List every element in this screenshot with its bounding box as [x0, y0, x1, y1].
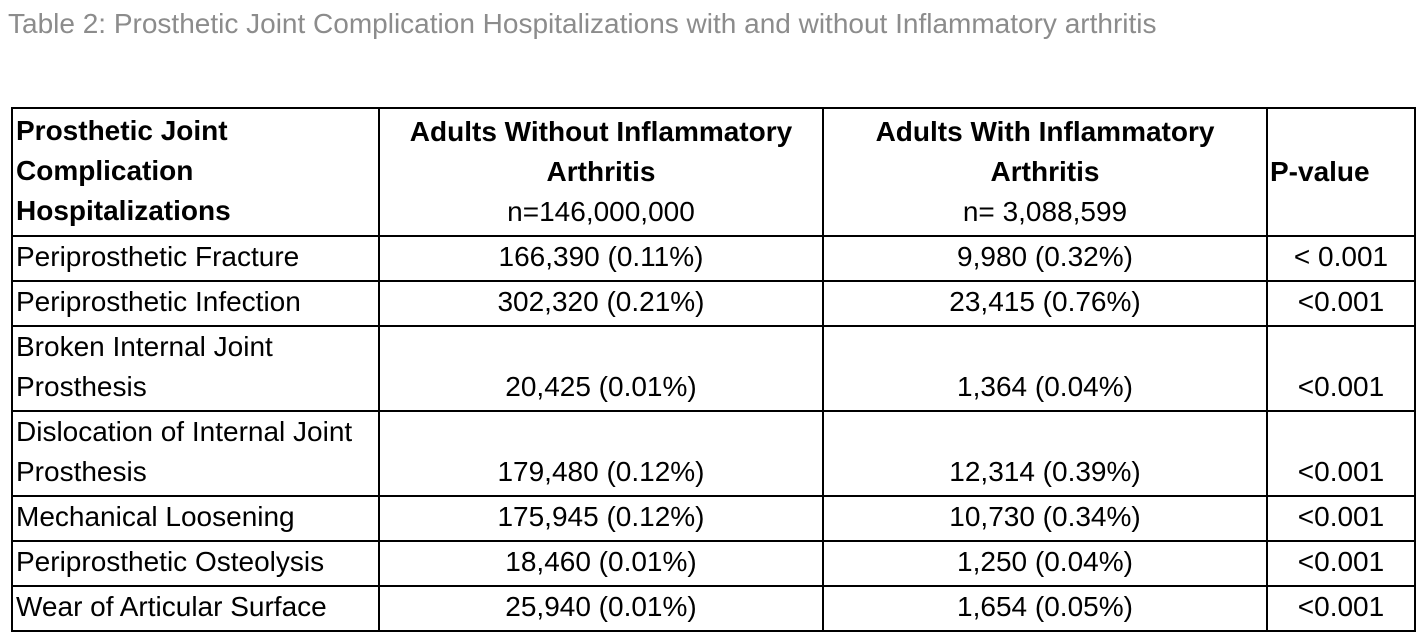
value-without-arthritis: 18,460 (0.01%)	[378, 540, 824, 587]
table-row: Periprosthetic Fracture 166,390 (0.11%) …	[11, 235, 1416, 282]
table-caption: Table 2: Prosthetic Joint Complication H…	[8, 8, 1157, 39]
p-value: <0.001	[1266, 495, 1416, 542]
header-with-arthritis-n: n= 3,088,599	[962, 196, 1128, 227]
p-value: <0.001	[1266, 325, 1416, 412]
value-with-arthritis: 1,250 (0.04%)	[822, 540, 1268, 587]
value-with-arthritis: 9,980 (0.32%)	[822, 235, 1268, 282]
p-value: <0.001	[1266, 280, 1416, 327]
row-label: Mechanical Loosening	[11, 495, 380, 542]
value-without-arthritis: 302,320 (0.21%)	[378, 280, 824, 327]
value-with-arthritis: 1,654 (0.05%)	[822, 585, 1268, 632]
table-row: Wear of Articular Surface 25,940 (0.01%)…	[11, 585, 1416, 632]
table-row: Broken Internal Joint Prosthesis 20,425 …	[11, 325, 1416, 412]
value-without-arthritis: 179,480 (0.12%)	[378, 410, 824, 497]
row-label: Wear of Articular Surface	[11, 585, 380, 632]
p-value: <0.001	[1266, 585, 1416, 632]
value-without-arthritis: 20,425 (0.01%)	[378, 325, 824, 412]
row-label: Periprosthetic Osteolysis	[11, 540, 380, 587]
row-label: Dislocation of Internal Joint Prosthesis	[11, 410, 380, 497]
table-row: Periprosthetic Infection 302,320 (0.21%)…	[11, 280, 1416, 327]
value-without-arthritis: 25,940 (0.01%)	[378, 585, 824, 632]
value-with-arthritis: 1,364 (0.04%)	[822, 325, 1268, 412]
row-label: Periprosthetic Fracture	[11, 235, 380, 282]
table-row: Periprosthetic Osteolysis 18,460 (0.01%)…	[11, 540, 1416, 587]
value-with-arthritis: 12,314 (0.39%)	[822, 410, 1268, 497]
p-value: <0.001	[1266, 410, 1416, 497]
table-header-row: Prosthetic Joint Complication Hospitaliz…	[11, 107, 1416, 237]
value-with-arthritis: 23,415 (0.76%)	[822, 280, 1268, 327]
header-without-arthritis-title: Adults Without Inflammatory Arthritis	[409, 116, 793, 187]
row-label: Broken Internal Joint Prosthesis	[11, 325, 380, 412]
value-without-arthritis: 166,390 (0.11%)	[378, 235, 824, 282]
p-value: <0.001	[1266, 540, 1416, 587]
value-without-arthritis: 175,945 (0.12%)	[378, 495, 824, 542]
p-value: < 0.001	[1266, 235, 1416, 282]
header-without-arthritis-column: Adults Without Inflammatory Arthritis n=…	[378, 107, 824, 237]
row-label: Periprosthetic Infection	[11, 280, 380, 327]
header-without-arthritis-n: n=146,000,000	[507, 196, 695, 227]
table-row: Dislocation of Internal Joint Prosthesis…	[11, 410, 1416, 497]
header-p-value-column: P-value	[1266, 107, 1416, 237]
complications-table: Prosthetic Joint Complication Hospitaliz…	[11, 107, 1416, 632]
header-with-arthritis-column: Adults With Inflammatory Arthritis n= 3,…	[822, 107, 1268, 237]
header-with-arthritis-title: Adults With Inflammatory Arthritis	[875, 116, 1215, 187]
value-with-arthritis: 10,730 (0.34%)	[822, 495, 1268, 542]
header-complication-column: Prosthetic Joint Complication Hospitaliz…	[11, 107, 380, 237]
table-row: Mechanical Loosening 175,945 (0.12%) 10,…	[11, 495, 1416, 542]
